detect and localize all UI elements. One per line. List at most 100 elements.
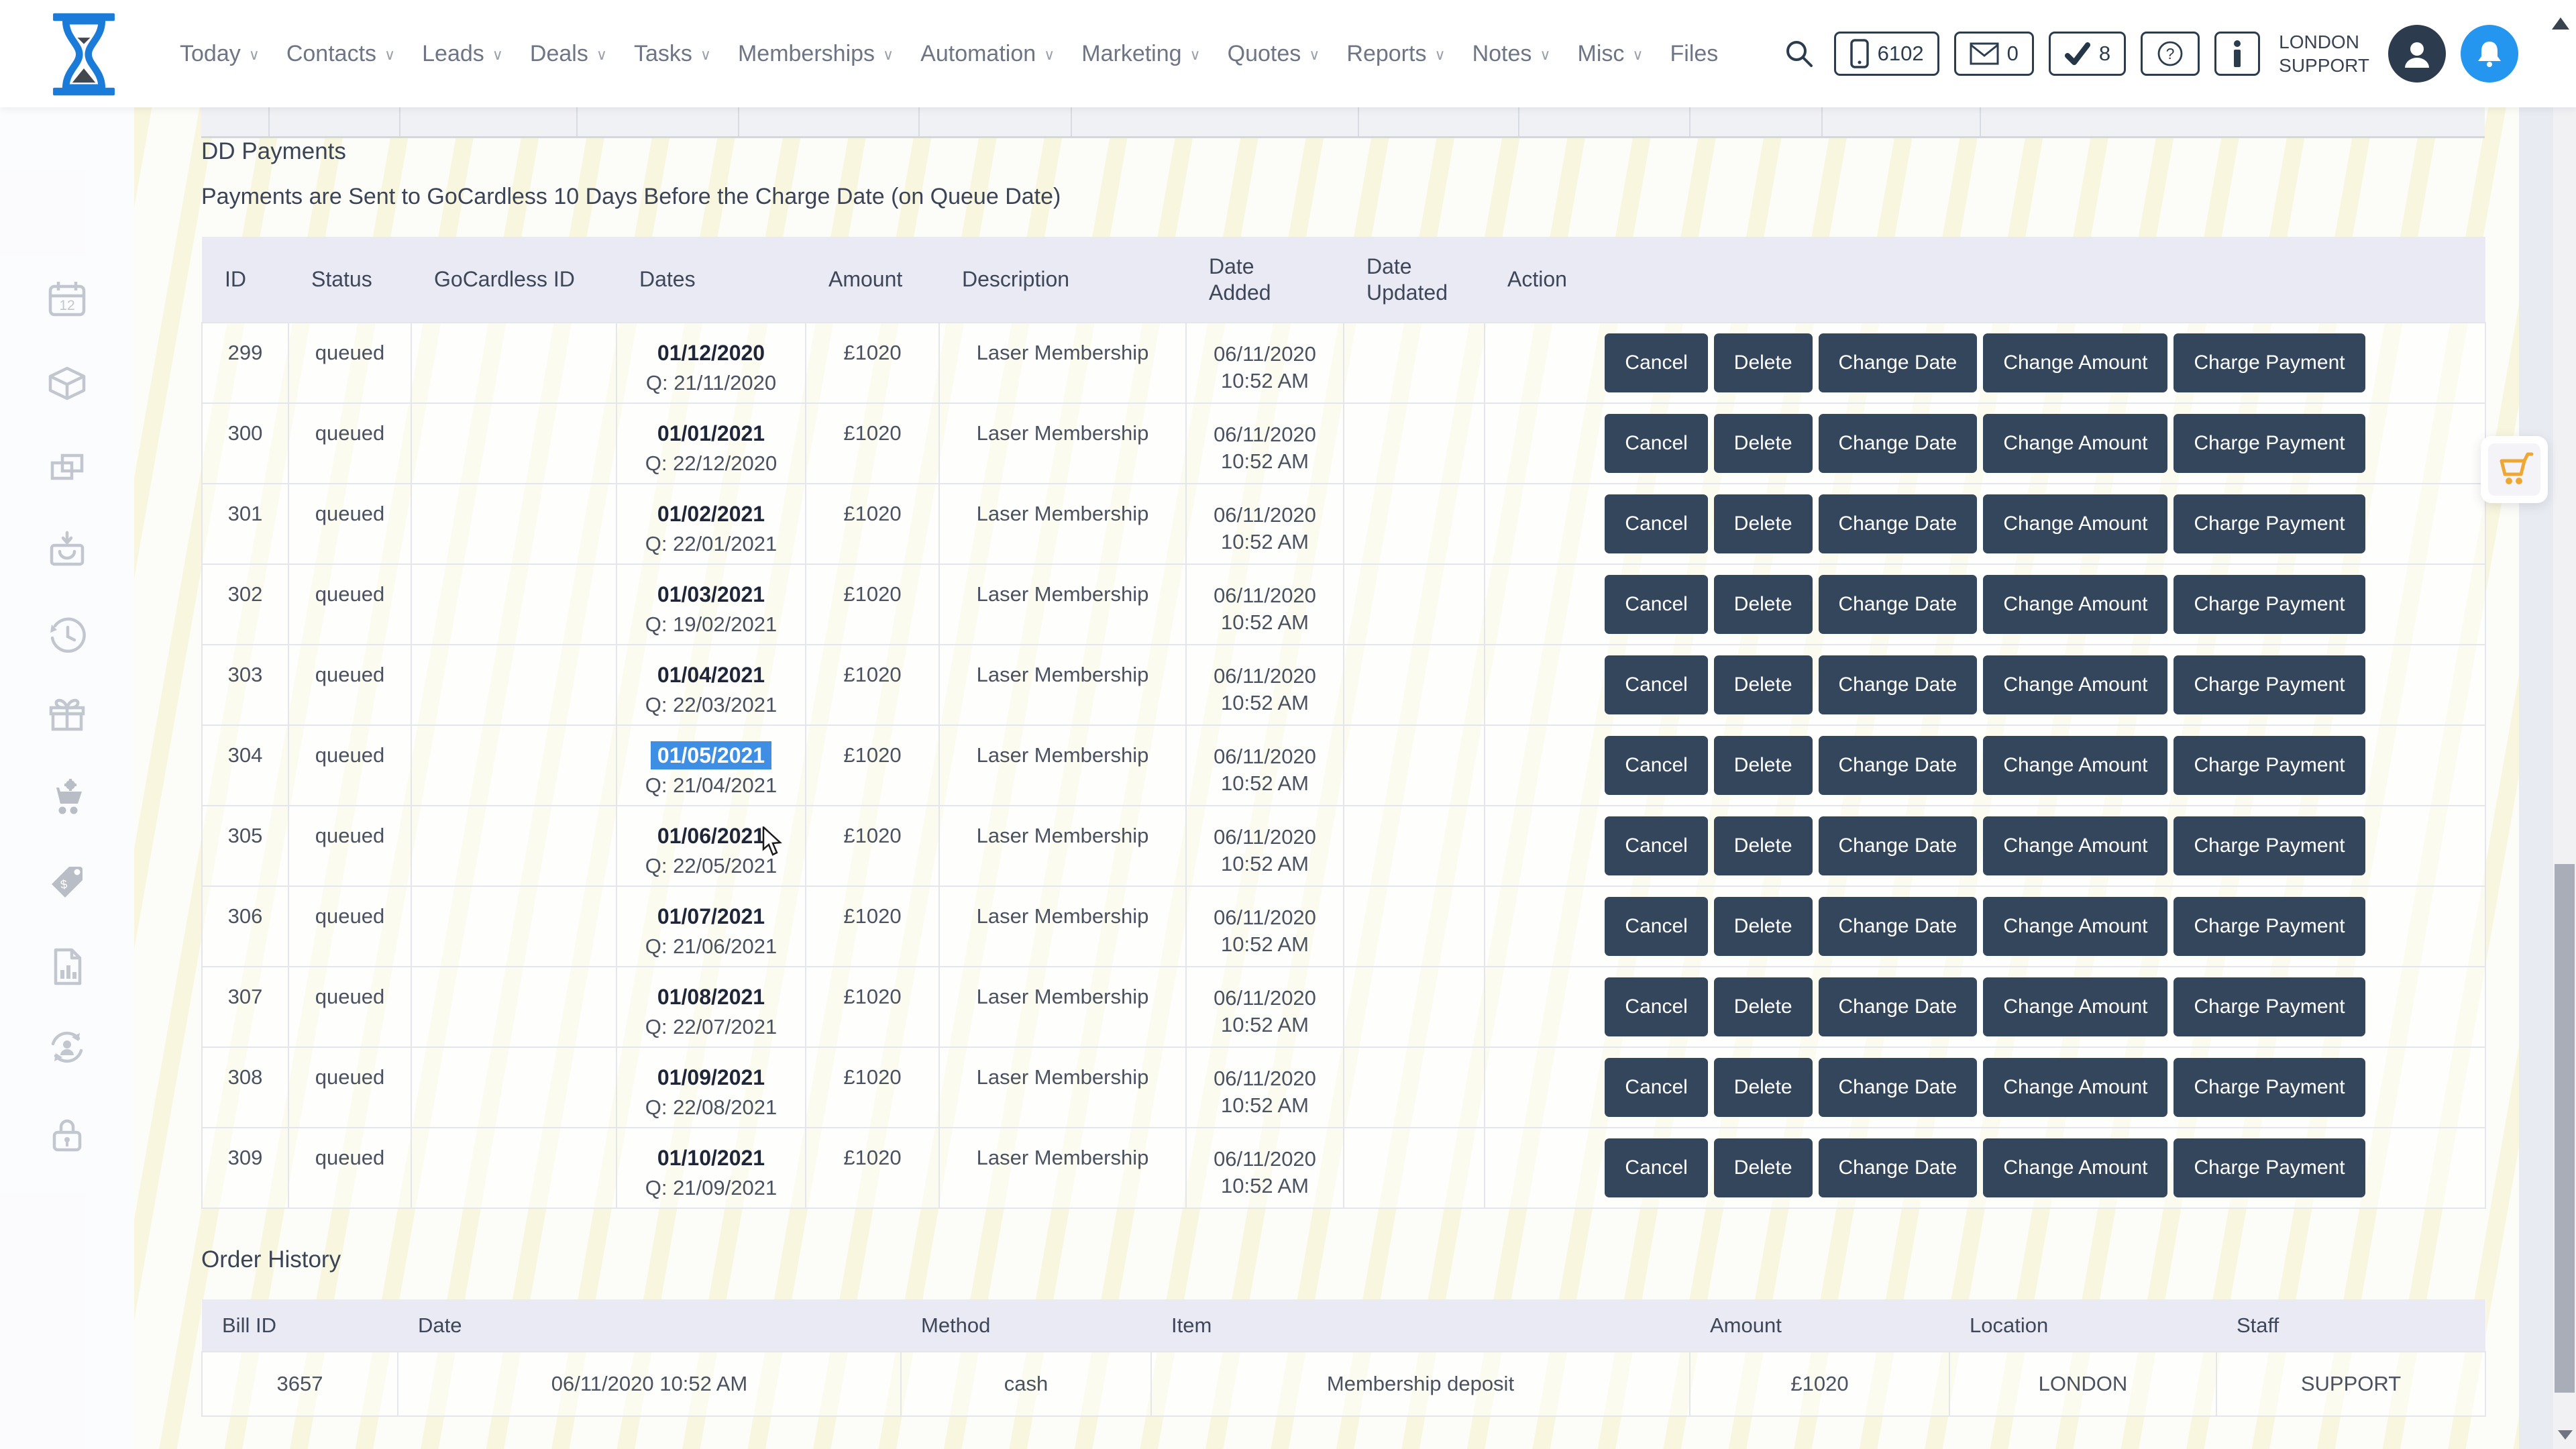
cancel-button[interactable]: Cancel bbox=[1605, 816, 1708, 875]
change-date-button[interactable]: Change Date bbox=[1818, 897, 1978, 956]
mail-badge[interactable]: 0 bbox=[1953, 32, 2034, 76]
nav-item-reports[interactable]: Reports ∨ bbox=[1346, 40, 1446, 66]
charge-payment-button[interactable]: Charge Payment bbox=[2174, 736, 2365, 795]
nav-item-automation[interactable]: Automation ∨ bbox=[920, 40, 1055, 66]
nav-item-memberships[interactable]: Memberships ∨ bbox=[737, 40, 894, 66]
change-date-button[interactable]: Change Date bbox=[1818, 1138, 1978, 1197]
delete-button[interactable]: Delete bbox=[1713, 575, 1813, 634]
change-amount-button[interactable]: Change Amount bbox=[1983, 897, 2168, 956]
change-amount-button[interactable]: Change Amount bbox=[1983, 977, 2168, 1036]
charge-payment-button[interactable]: Charge Payment bbox=[2174, 333, 2365, 392]
change-amount-button[interactable]: Change Amount bbox=[1983, 414, 2168, 473]
history-icon[interactable] bbox=[45, 612, 89, 657]
delete-button[interactable]: Delete bbox=[1713, 655, 1813, 714]
nav-item-files[interactable]: Files bbox=[1670, 40, 1719, 66]
notifications-button[interactable] bbox=[2461, 25, 2518, 83]
mail-icon bbox=[1970, 42, 1999, 65]
charge-payment-button[interactable]: Charge Payment bbox=[2174, 655, 2365, 714]
change-date-button[interactable]: Change Date bbox=[1818, 333, 1978, 392]
change-date-button[interactable]: Change Date bbox=[1818, 736, 1978, 795]
cancel-button[interactable]: Cancel bbox=[1605, 414, 1708, 473]
scrollbar-thumb[interactable] bbox=[2555, 864, 2575, 1393]
tasks-badge[interactable]: 8 bbox=[2048, 32, 2127, 76]
change-date-button[interactable]: Change Date bbox=[1818, 816, 1978, 875]
gift-icon[interactable] bbox=[45, 693, 89, 737]
cell-date-updated bbox=[1343, 805, 1485, 887]
queue-date: Q: 19/02/2021 bbox=[645, 612, 777, 636]
package-icon[interactable] bbox=[45, 361, 89, 405]
report-icon[interactable] bbox=[45, 945, 89, 989]
nav-item-today[interactable]: Today ∨ bbox=[180, 40, 260, 66]
change-date-button[interactable]: Change Date bbox=[1818, 655, 1978, 714]
help-button[interactable]: ? bbox=[2141, 32, 2200, 76]
change-date-button[interactable]: Change Date bbox=[1818, 977, 1978, 1036]
charge-date: 01/03/2021 bbox=[657, 582, 765, 606]
change-date-button[interactable]: Change Date bbox=[1818, 575, 1978, 634]
change-amount-button[interactable]: Change Amount bbox=[1983, 1058, 2168, 1117]
delete-button[interactable]: Delete bbox=[1713, 1138, 1813, 1197]
nav-item-misc[interactable]: Misc ∨ bbox=[1577, 40, 1644, 66]
cart-fab-button[interactable] bbox=[2481, 436, 2548, 503]
phone-badge[interactable]: 6102 bbox=[1833, 32, 1939, 76]
change-date-button[interactable]: Change Date bbox=[1818, 1058, 1978, 1117]
nav-item-deals[interactable]: Deals ∨ bbox=[529, 40, 607, 66]
nav-item-leads[interactable]: Leads ∨ bbox=[422, 40, 503, 66]
delete-button[interactable]: Delete bbox=[1713, 736, 1813, 795]
nav-item-notes[interactable]: Notes ∨ bbox=[1472, 40, 1551, 66]
avatar[interactable] bbox=[2388, 25, 2446, 83]
charge-payment-button[interactable]: Charge Payment bbox=[2174, 816, 2365, 875]
charge-payment-button[interactable]: Charge Payment bbox=[2174, 897, 2365, 956]
charge-payment-button[interactable]: Charge Payment bbox=[2174, 1138, 2365, 1197]
cancel-button[interactable]: Cancel bbox=[1605, 897, 1708, 956]
delete-button[interactable]: Delete bbox=[1713, 333, 1813, 392]
delete-button[interactable]: Delete bbox=[1713, 414, 1813, 473]
delete-button[interactable]: Delete bbox=[1713, 977, 1813, 1036]
cancel-button[interactable]: Cancel bbox=[1605, 1138, 1708, 1197]
scrollbar-track[interactable] bbox=[2553, 107, 2576, 1449]
charge-payment-button[interactable]: Charge Payment bbox=[2174, 575, 2365, 634]
cancel-button[interactable]: Cancel bbox=[1605, 736, 1708, 795]
scroll-down-arrow[interactable] bbox=[2558, 1430, 2573, 1440]
cancel-button[interactable]: Cancel bbox=[1605, 977, 1708, 1036]
scroll-up-arrow[interactable] bbox=[2552, 17, 2569, 30]
change-date-button[interactable]: Change Date bbox=[1818, 414, 1978, 473]
charge-payment-button[interactable]: Charge Payment bbox=[2174, 977, 2365, 1036]
cancel-button[interactable]: Cancel bbox=[1605, 575, 1708, 634]
nav-item-tasks[interactable]: Tasks ∨ bbox=[633, 40, 711, 66]
change-amount-button[interactable]: Change Amount bbox=[1983, 575, 2168, 634]
table-row: 304 queued 01/05/2021 Q: 21/04/2021 £102… bbox=[201, 724, 2486, 806]
chevron-down-icon: ∨ bbox=[1189, 46, 1201, 63]
lock-icon[interactable] bbox=[45, 1112, 89, 1157]
change-date-button[interactable]: Change Date bbox=[1818, 494, 1978, 553]
cancel-button[interactable]: Cancel bbox=[1605, 333, 1708, 392]
nav-item-contacts[interactable]: Contacts ∨ bbox=[286, 40, 396, 66]
change-amount-button[interactable]: Change Amount bbox=[1983, 494, 2168, 553]
bag-download-icon[interactable] bbox=[45, 529, 89, 573]
search-icon[interactable] bbox=[1783, 38, 1815, 70]
change-amount-button[interactable]: Change Amount bbox=[1983, 1138, 2168, 1197]
calendar-icon[interactable]: 12 bbox=[45, 277, 89, 321]
charge-payment-button[interactable]: Charge Payment bbox=[2174, 494, 2365, 553]
user-sync-icon[interactable] bbox=[45, 1025, 89, 1069]
delete-button[interactable]: Delete bbox=[1713, 897, 1813, 956]
delete-button[interactable]: Delete bbox=[1713, 1058, 1813, 1117]
nav-item-quotes[interactable]: Quotes ∨ bbox=[1227, 40, 1320, 66]
change-amount-button[interactable]: Change Amount bbox=[1983, 736, 2168, 795]
nav-item-marketing[interactable]: Marketing ∨ bbox=[1081, 40, 1201, 66]
info-icon bbox=[2234, 40, 2241, 67]
change-amount-button[interactable]: Change Amount bbox=[1983, 655, 2168, 714]
cancel-button[interactable]: Cancel bbox=[1605, 494, 1708, 553]
price-tag-icon[interactable]: $ bbox=[45, 857, 89, 902]
hourglass-logo[interactable] bbox=[39, 9, 129, 99]
info-button[interactable] bbox=[2214, 32, 2261, 76]
cart-gear-icon[interactable] bbox=[45, 777, 89, 821]
charge-payment-button[interactable]: Charge Payment bbox=[2174, 414, 2365, 473]
change-amount-button[interactable]: Change Amount bbox=[1983, 816, 2168, 875]
delete-button[interactable]: Delete bbox=[1713, 494, 1813, 553]
cancel-button[interactable]: Cancel bbox=[1605, 655, 1708, 714]
change-amount-button[interactable]: Change Amount bbox=[1983, 333, 2168, 392]
charge-payment-button[interactable]: Charge Payment bbox=[2174, 1058, 2365, 1117]
cancel-button[interactable]: Cancel bbox=[1605, 1058, 1708, 1117]
copy-icon[interactable] bbox=[45, 445, 89, 489]
delete-button[interactable]: Delete bbox=[1713, 816, 1813, 875]
